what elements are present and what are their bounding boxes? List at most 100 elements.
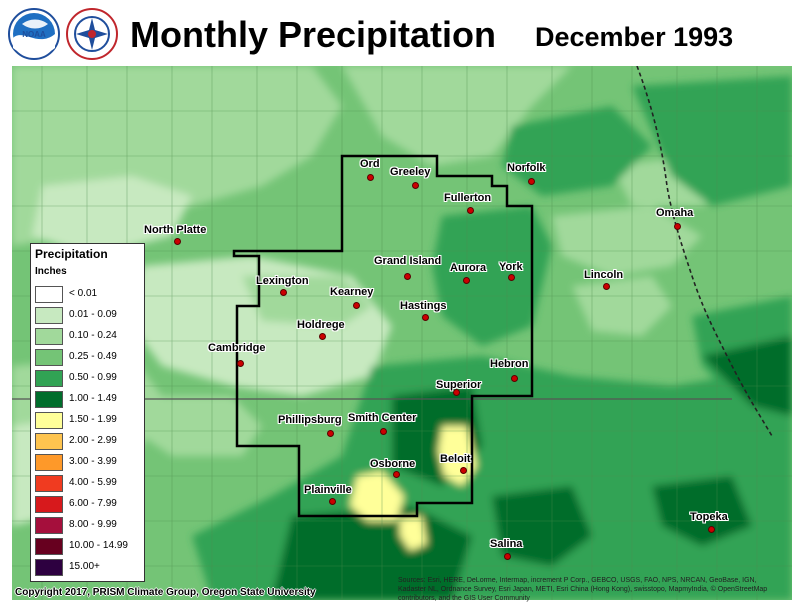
legend-swatch (35, 496, 63, 513)
city-dot (319, 333, 326, 340)
city-label-grand-island: Grand Island (374, 255, 442, 267)
city-dot (422, 314, 429, 321)
legend-item: 2.00 - 2.99 (35, 433, 143, 451)
legend-item: 3.00 - 3.99 (35, 454, 143, 472)
legend-label: 3.00 - 3.99 (69, 456, 117, 467)
legend-label: 10.00 - 14.99 (69, 540, 128, 551)
footer: Copyright 2017, PRISM Climate Group, Ore… (0, 586, 792, 612)
map-title: Monthly Precipitation (130, 14, 497, 55)
legend-item: 6.00 - 7.99 (35, 496, 143, 514)
city-dot (708, 526, 715, 533)
legend-item: 0.50 - 0.99 (35, 370, 143, 388)
legend-swatch (35, 307, 63, 324)
city-label-superior: Superior (436, 379, 482, 391)
city-dot (353, 302, 360, 309)
city-dot (463, 277, 470, 284)
city-label-smith-center: Smith Center (348, 412, 417, 424)
legend-swatch (35, 391, 63, 408)
city-label-beloit: Beloit (440, 453, 471, 465)
city-label-fullerton: Fullerton (444, 192, 492, 204)
city-dot (504, 553, 511, 560)
city-label-osborne: Osborne (370, 458, 416, 470)
legend-label: 6.00 - 7.99 (69, 498, 117, 509)
city-dot (380, 428, 387, 435)
city-label-lincoln: Lincoln (584, 269, 624, 281)
city-label-north-platte: North Platte (144, 224, 207, 236)
legend-label: < 0.01 (69, 288, 98, 299)
city-label-cambridge: Cambridge (208, 342, 266, 354)
city-label-omaha: Omaha (656, 207, 694, 219)
legend-swatch (35, 433, 63, 450)
legend-swatch (35, 517, 63, 534)
city-label-hastings: Hastings (400, 300, 447, 312)
copyright-text: Copyright 2017, PRISM Climate Group, Ore… (15, 587, 316, 598)
city-dot (460, 467, 467, 474)
legend-swatch (35, 412, 63, 429)
city-dot (603, 283, 610, 290)
city-dot (404, 273, 411, 280)
city-label-salina: Salina (490, 538, 523, 550)
city-dot (329, 498, 336, 505)
missouri-river-border (636, 66, 773, 437)
legend-title: Precipitation (35, 247, 108, 261)
legend-label: 2.00 - 2.99 (69, 435, 117, 446)
legend: Precipitation Inches < 0.01 0.01 - 0.09 … (30, 243, 145, 582)
legend-item: 4.00 - 5.99 (35, 475, 143, 493)
legend-label: 1.00 - 1.49 (69, 393, 117, 404)
city-label-ord: Ord (360, 158, 380, 170)
city-label-hebron: Hebron (490, 358, 529, 370)
nws-logo-icon (66, 8, 118, 60)
city-dot (511, 375, 518, 382)
legend-swatch (35, 538, 63, 555)
legend-swatch (35, 286, 63, 303)
city-label-norfolk: Norfolk (507, 162, 546, 174)
city-dot (528, 178, 535, 185)
legend-unit: Inches (35, 266, 67, 277)
legend-label: 0.10 - 0.24 (69, 330, 117, 341)
legend-label: 0.01 - 0.09 (69, 309, 117, 320)
city-dot (327, 430, 334, 437)
city-label-lexington: Lexington (256, 275, 309, 287)
legend-label: 4.00 - 5.99 (69, 477, 117, 488)
legend-label: 15.00+ (69, 561, 100, 572)
city-dot (467, 207, 474, 214)
city-dot (508, 274, 515, 281)
city-label-topeka: Topeka (690, 511, 728, 523)
city-label-phillipsburg: Phillipsburg (278, 414, 342, 426)
city-dot (674, 223, 681, 230)
legend-item: 0.10 - 0.24 (35, 328, 143, 346)
city-label-plainville: Plainville (304, 484, 352, 496)
city-label-kearney: Kearney (330, 286, 374, 298)
city-label-aurora: Aurora (450, 262, 487, 274)
city-label-greeley: Greeley (390, 166, 431, 178)
legend-swatch (35, 454, 63, 471)
legend-swatch (35, 328, 63, 345)
legend-swatch (35, 475, 63, 492)
city-label-york: York (499, 261, 523, 273)
legend-item: 0.01 - 0.09 (35, 307, 143, 325)
legend-label: 1.50 - 1.99 (69, 414, 117, 425)
legend-item: 1.50 - 1.99 (35, 412, 143, 430)
city-dot (412, 182, 419, 189)
legend-label: 0.50 - 0.99 (69, 372, 117, 383)
legend-label: 8.00 - 9.99 (69, 519, 117, 530)
header: NOAA Monthly Precipitation December 1993 (0, 0, 792, 66)
map-date: December 1993 (535, 22, 734, 52)
cwa-boundary (232, 154, 534, 518)
legend-item: 10.00 - 14.99 (35, 538, 143, 556)
legend-swatch (35, 370, 63, 387)
legend-label: 0.25 - 0.49 (69, 351, 117, 362)
noaa-logo-icon: NOAA (8, 8, 60, 60)
svg-text:NOAA: NOAA (22, 30, 46, 39)
city-label-holdrege: Holdrege (297, 319, 345, 331)
map-sources: Sources: Esri, HERE, DeLorme, Intermap, … (398, 577, 768, 602)
legend-item: 15.00+ (35, 559, 143, 577)
legend-item: 1.00 - 1.49 (35, 391, 143, 409)
city-dot (367, 174, 374, 181)
legend-item: 8.00 - 9.99 (35, 517, 143, 535)
city-dot (393, 471, 400, 478)
city-dot (237, 360, 244, 367)
city-dot (174, 238, 181, 245)
city-dot (453, 389, 460, 396)
city-dot (280, 289, 287, 296)
